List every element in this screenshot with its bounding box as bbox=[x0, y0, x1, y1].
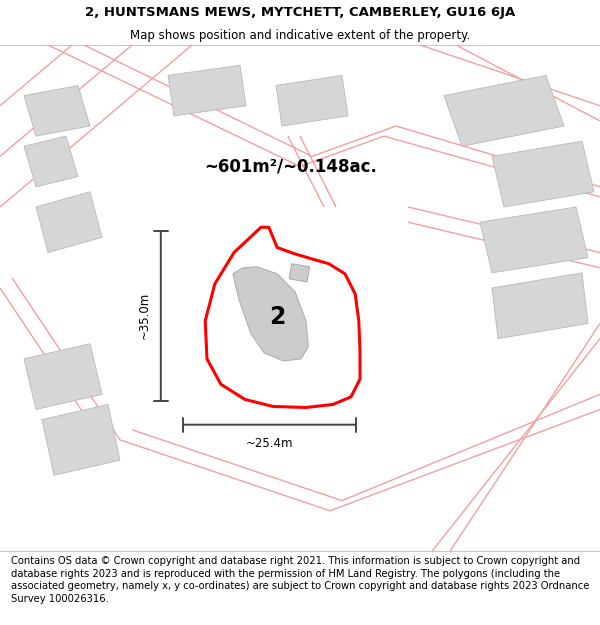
Polygon shape bbox=[24, 136, 78, 187]
Polygon shape bbox=[42, 404, 120, 475]
Polygon shape bbox=[24, 344, 102, 409]
Polygon shape bbox=[444, 76, 564, 146]
Text: 2: 2 bbox=[269, 306, 286, 329]
Text: 2, HUNTSMANS MEWS, MYTCHETT, CAMBERLEY, GU16 6JA: 2, HUNTSMANS MEWS, MYTCHETT, CAMBERLEY, … bbox=[85, 6, 515, 19]
Polygon shape bbox=[289, 264, 310, 282]
Text: ~25.4m: ~25.4m bbox=[245, 438, 293, 451]
Text: ~35.0m: ~35.0m bbox=[137, 292, 151, 339]
Text: ~601m²/~0.148ac.: ~601m²/~0.148ac. bbox=[204, 158, 377, 176]
Text: Map shows position and indicative extent of the property.: Map shows position and indicative extent… bbox=[130, 29, 470, 42]
Polygon shape bbox=[24, 86, 90, 136]
Polygon shape bbox=[168, 65, 246, 116]
Polygon shape bbox=[233, 267, 308, 361]
Polygon shape bbox=[480, 207, 588, 272]
Polygon shape bbox=[492, 272, 588, 339]
Polygon shape bbox=[36, 192, 102, 253]
Text: Contains OS data © Crown copyright and database right 2021. This information is : Contains OS data © Crown copyright and d… bbox=[11, 556, 589, 604]
Polygon shape bbox=[276, 76, 348, 126]
Polygon shape bbox=[492, 141, 594, 207]
